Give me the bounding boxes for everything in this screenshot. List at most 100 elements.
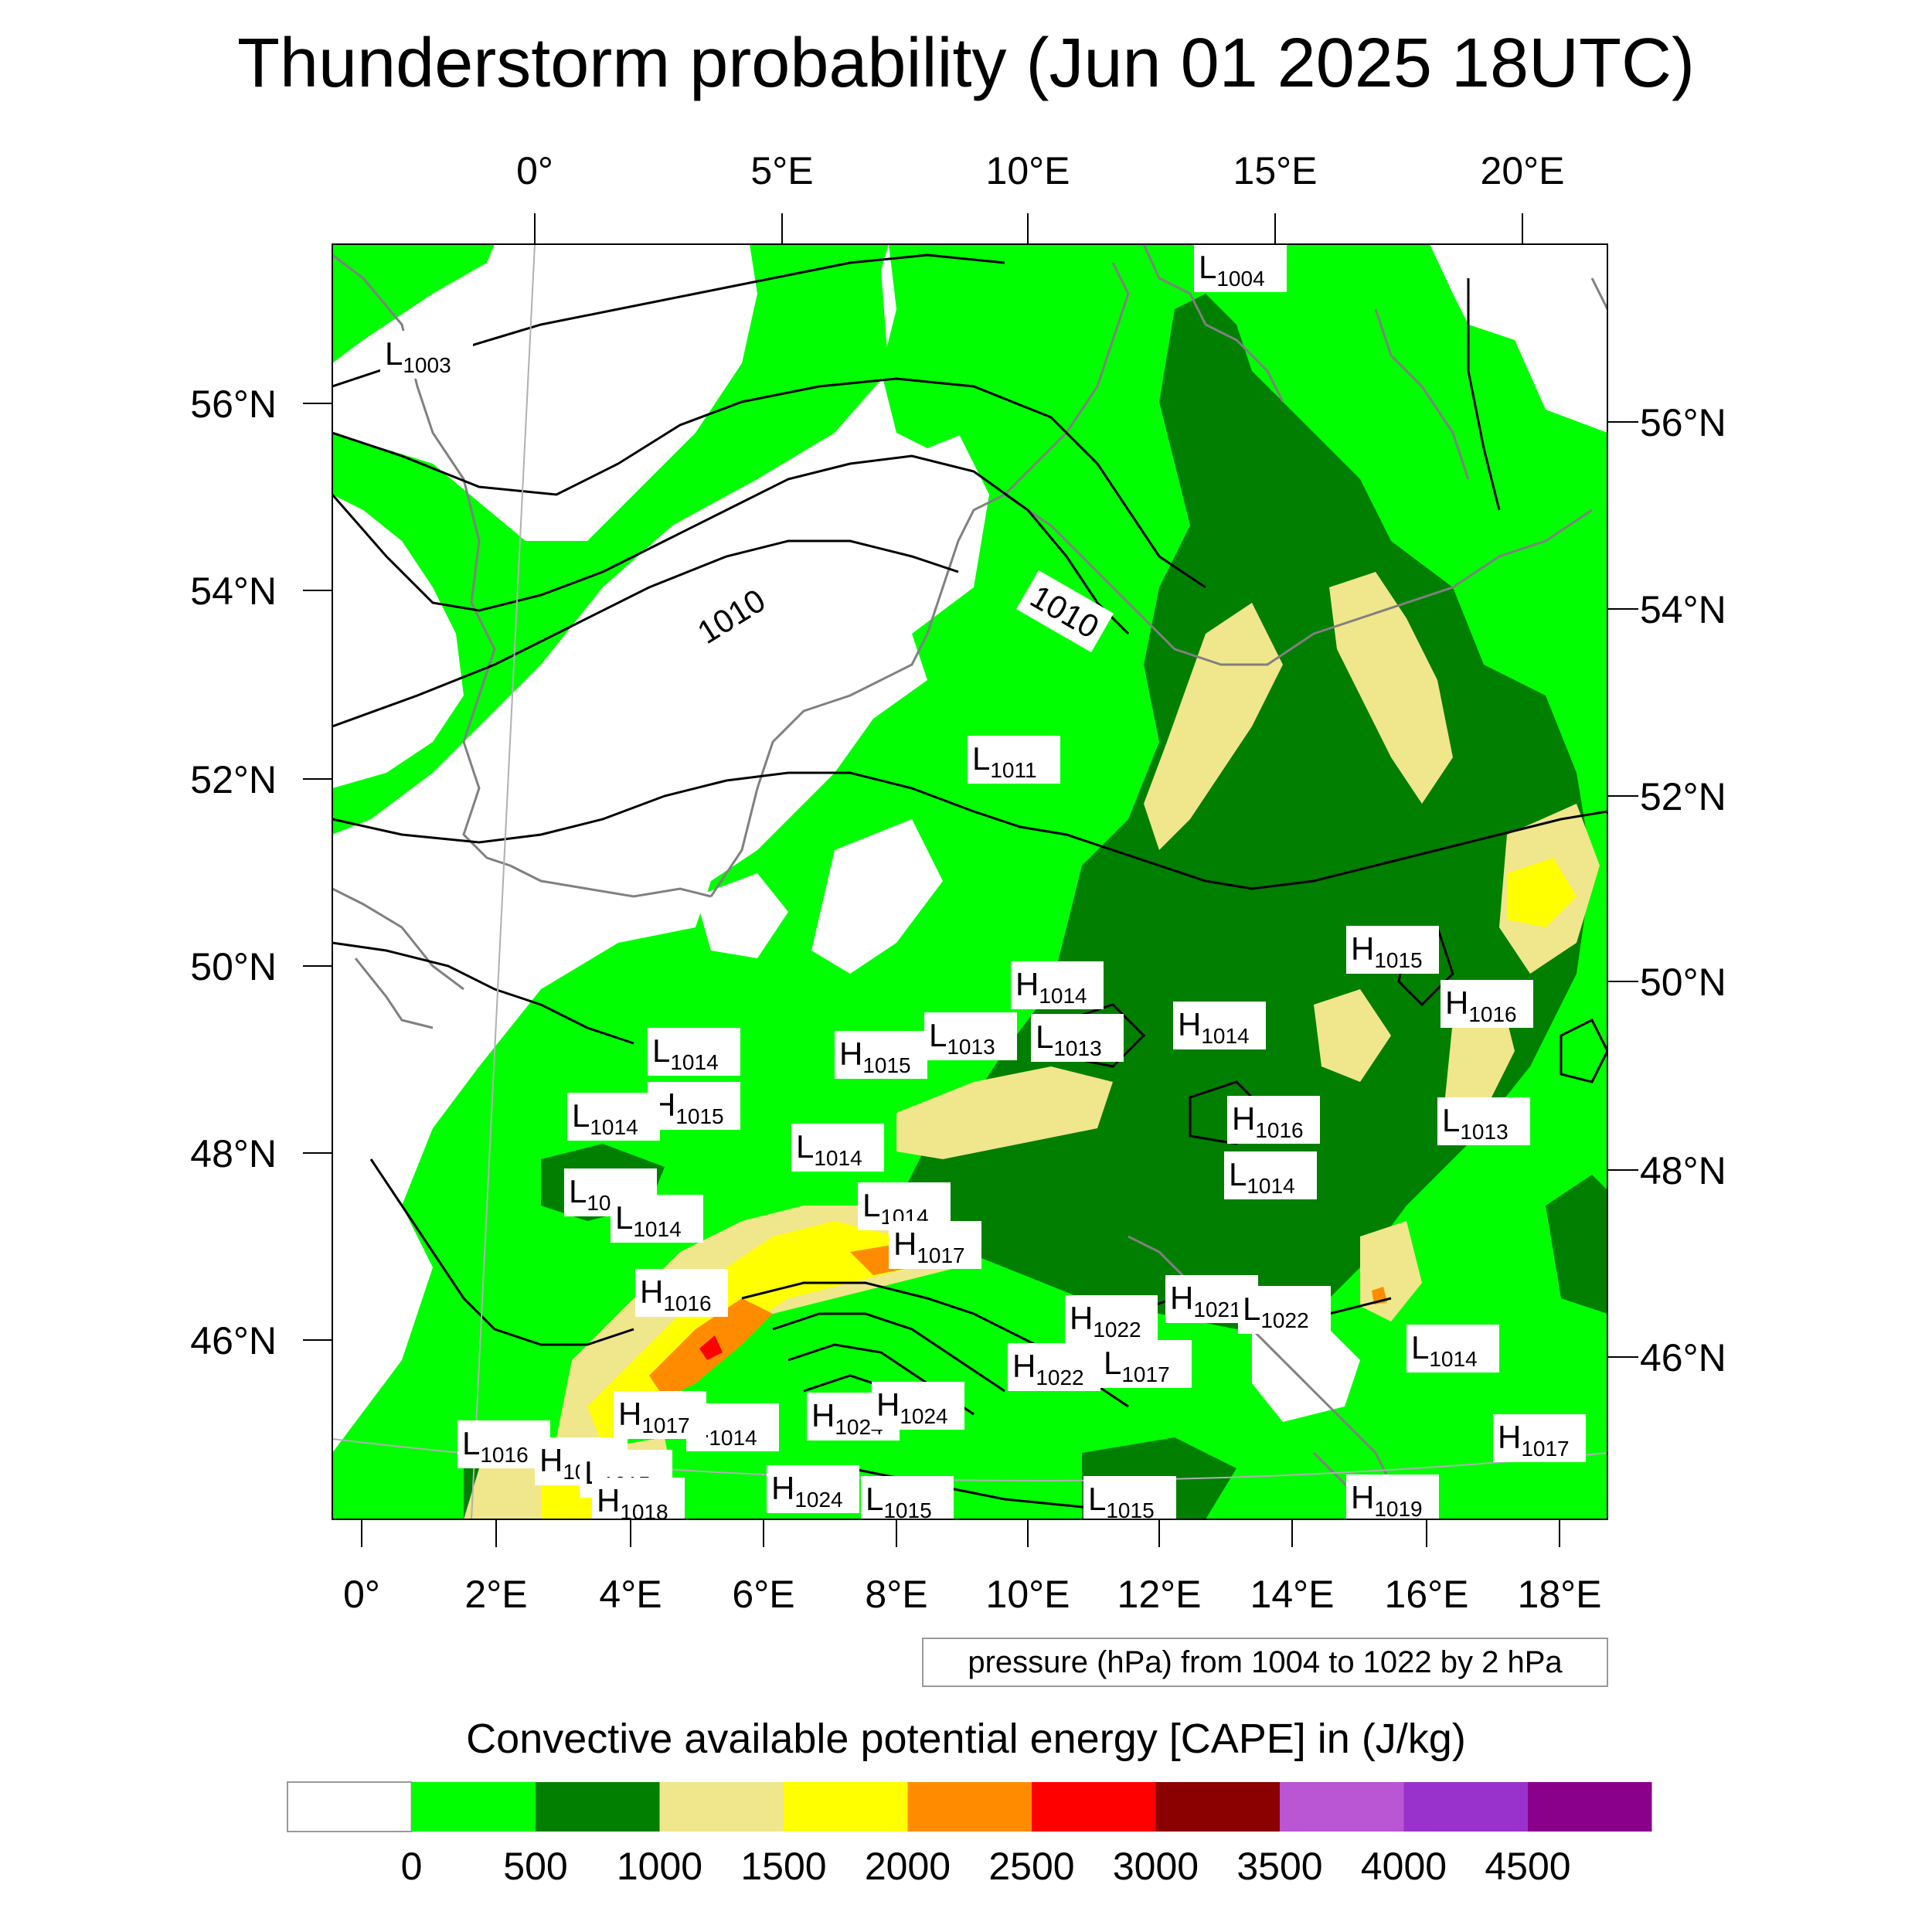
colorbar-swatch <box>287 1781 413 1832</box>
svg-text:H1016: H1016 <box>640 1274 712 1315</box>
svg-text:L1011: L1011 <box>972 740 1037 782</box>
top-lon-label: 15°E <box>1233 149 1318 192</box>
bottom-lon-label: 6°E <box>732 1573 794 1616</box>
svg-text:L1015: L1015 <box>866 1481 932 1522</box>
cape-white-gaps <box>332 244 1607 1422</box>
svg-text:H1017: H1017 <box>893 1226 965 1267</box>
low-pressure-label: L1004 <box>1194 244 1287 292</box>
svg-text:L1003: L1003 <box>385 335 451 377</box>
svg-text:L1014: L1014 <box>1229 1156 1295 1198</box>
high-pressure-label: H1022 <box>1008 1343 1100 1391</box>
svg-text:H1019: H1019 <box>1351 1479 1423 1521</box>
colorbar-tick-label: 0 <box>401 1845 423 1888</box>
svg-text:H1016: H1016 <box>1232 1100 1304 1142</box>
colorbar-tick-label: 3000 <box>1113 1845 1199 1888</box>
svg-text:H1022: H1022 <box>1012 1348 1084 1389</box>
colorbar-tick-label: 2500 <box>988 1845 1074 1888</box>
svg-text:L1014: L1014 <box>1411 1329 1478 1371</box>
right-lat-label: 50°N <box>1640 961 1726 1004</box>
left-lat-label: 46°N <box>190 1319 277 1362</box>
high-pressure-label: H1016 <box>1440 980 1533 1028</box>
bottom-lon-label: 18°E <box>1518 1573 1602 1616</box>
low-pressure-label: L1014 <box>1406 1325 1499 1372</box>
left-latitude-axis <box>303 403 332 1341</box>
right-latitude-axis <box>1607 421 1638 1358</box>
colorbar-swatch <box>784 1782 908 1832</box>
colorbar-tick-label: 2000 <box>865 1845 951 1888</box>
high-pressure-label: H1024 <box>872 1382 964 1430</box>
high-pressure-label: H1017 <box>1493 1414 1586 1462</box>
low-pressure-label: L1015 <box>1083 1476 1176 1519</box>
map-panel: 1010 1010 L1004 L1003 L1011 H1015 H1016 H1014… <box>332 244 1607 1522</box>
high-pressure-label: H1014 <box>1173 1002 1266 1049</box>
bottom-lon-label: 10°E <box>986 1573 1070 1616</box>
right-lat-label: 46°N <box>1640 1336 1726 1379</box>
bottom-longitude-axis <box>361 1519 1560 1547</box>
right-latitude-labels: 56°N 54°N 52°N 50°N 48°N 46°N <box>1640 401 1726 1379</box>
high-pressure-label: H1018 <box>592 1478 685 1519</box>
svg-text:H1015: H1015 <box>1351 930 1423 972</box>
top-lon-label: 10°E <box>986 149 1070 192</box>
low-pressure-label: L1022 <box>1238 1286 1331 1334</box>
left-lat-label: 52°N <box>190 758 277 801</box>
svg-text:L1014: L1014 <box>796 1128 862 1170</box>
left-lat-label: 50°N <box>190 945 277 988</box>
bottom-lon-label: 2°E <box>464 1573 527 1616</box>
svg-text:H1015: H1015 <box>839 1036 911 1077</box>
svg-text:H1014: H1014 <box>1015 966 1087 1008</box>
colorbar-swatch <box>907 1782 1032 1832</box>
right-lat-label: 52°N <box>1640 775 1726 818</box>
colorbar-labels: 0 500 1000 1500 2000 2500 3000 3500 4000 4500 <box>401 1845 1571 1888</box>
isobars <box>332 253 1607 1509</box>
top-lon-label: 20°E <box>1481 149 1565 192</box>
svg-text:L1016: L1016 <box>462 1425 529 1467</box>
svg-text:H1014: H1014 <box>1178 1006 1250 1048</box>
contour-info-box: pressure (hPa) from 1004 to 1022 by 2 hP… <box>922 1638 1608 1687</box>
low-pressure-label: L1003 <box>380 331 473 379</box>
svg-text:L1013: L1013 <box>929 1017 995 1059</box>
low-pressure-label: L1014 <box>1224 1151 1317 1199</box>
colorbar-tick-label: 500 <box>503 1845 567 1888</box>
colorbar-tick-label: 1000 <box>617 1845 702 1888</box>
left-latitude-labels: 56°N 54°N 52°N 50°N 48°N 46°N <box>190 383 277 1362</box>
map-border <box>332 243 1608 1520</box>
high-pressure-label: H1016 <box>635 1269 728 1317</box>
low-pressure-label: L1013 <box>924 1012 1017 1060</box>
high-pressure-label: H1014 <box>1011 961 1104 1009</box>
high-pressure-label: H1015 <box>835 1031 927 1079</box>
contour-info-text: pressure (hPa) from 1004 to 1022 by 2 hP… <box>968 1645 1563 1679</box>
pressure-center-labels: L1004 L1003 L1011 H1015 H1016 H1014 L1013 L1013… <box>380 244 1586 1522</box>
high-pressure-label: H1019 <box>1346 1475 1439 1521</box>
colorbar-swatch <box>1280 1782 1404 1832</box>
low-pressure-label: L1014 <box>611 1195 703 1243</box>
bottom-lon-label: 4°E <box>599 1573 662 1616</box>
bottom-longitude-labels: 0° 2°E 4°E 6°E 8°E 10°E 12°E 14°E 16°E 1… <box>343 1573 1601 1616</box>
bottom-lon-label: 16°E <box>1385 1573 1469 1616</box>
low-pressure-label: L1013 <box>1437 1097 1530 1145</box>
svg-text:L1014: L1014 <box>862 1187 929 1229</box>
left-lat-label: 54°N <box>190 570 277 613</box>
colorbar-swatch <box>536 1782 660 1832</box>
colorbar <box>287 1781 1652 1832</box>
cape-red-fields <box>699 1335 723 1360</box>
colorbar-title: Convective available potential energy [C… <box>466 1716 1466 1762</box>
high-pressure-label: H1015 <box>648 1082 740 1130</box>
colorbar-tick-label: 3500 <box>1236 1845 1322 1888</box>
low-pressure-label: L1014 <box>648 1028 740 1076</box>
colorbar-tick-label: 4000 <box>1361 1845 1447 1888</box>
bottom-lon-label: 0° <box>343 1573 380 1616</box>
high-pressure-label: H1024 <box>767 1465 859 1513</box>
colorbar-tick-label: 4500 <box>1485 1845 1570 1888</box>
low-pressure-label: L1014 <box>791 1124 884 1172</box>
svg-text:L1013: L1013 <box>1442 1102 1509 1144</box>
high-pressure-label: H1024 <box>807 1393 900 1440</box>
high-pressure-label: H1016 <box>1227 1096 1320 1144</box>
svg-text:H1015: H1015 <box>652 1087 724 1128</box>
high-pressure-label: H1022 <box>1065 1295 1158 1343</box>
right-lat-label: 48°N <box>1640 1149 1726 1192</box>
colorbar-tick-label: 1500 <box>740 1845 826 1888</box>
bottom-lon-label: 12°E <box>1117 1573 1202 1616</box>
low-pressure-label: L1017 <box>1099 1340 1192 1388</box>
high-pressure-label: H1017 <box>889 1221 981 1269</box>
